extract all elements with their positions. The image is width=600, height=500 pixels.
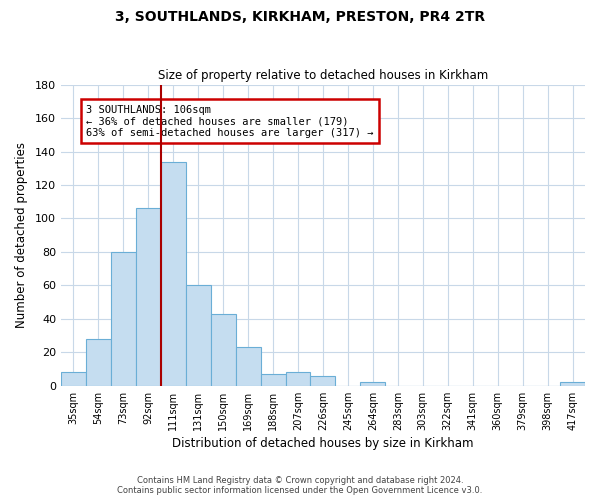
Bar (260, 374, 286, 386)
Bar (111, 252, 136, 386)
Bar (286, 372, 310, 386)
Bar (361, 382, 385, 386)
X-axis label: Distribution of detached houses by size in Kirkham: Distribution of detached houses by size … (172, 437, 474, 450)
Bar (236, 348, 260, 386)
Bar (186, 286, 211, 386)
Bar (310, 376, 335, 386)
Text: 3 SOUTHLANDS: 106sqm
← 36% of detached houses are smaller (179)
63% of semi-deta: 3 SOUTHLANDS: 106sqm ← 36% of detached h… (86, 104, 373, 138)
Title: Size of property relative to detached houses in Kirkham: Size of property relative to detached ho… (158, 69, 488, 82)
Y-axis label: Number of detached properties: Number of detached properties (15, 142, 28, 328)
Bar (560, 382, 585, 386)
Text: Contains HM Land Registry data © Crown copyright and database right 2024.
Contai: Contains HM Land Registry data © Crown c… (118, 476, 482, 495)
Bar (86, 339, 111, 386)
Text: 3, SOUTHLANDS, KIRKHAM, PRESTON, PR4 2TR: 3, SOUTHLANDS, KIRKHAM, PRESTON, PR4 2TR (115, 10, 485, 24)
Bar (61, 372, 86, 386)
Bar (161, 162, 186, 386)
Bar (211, 314, 236, 386)
Bar (136, 208, 161, 386)
